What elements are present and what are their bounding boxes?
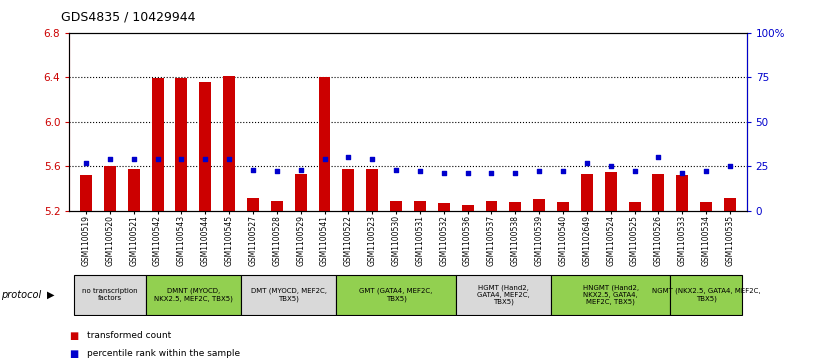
Point [580,160,593,166]
Bar [152,78,163,211]
Point [342,154,355,160]
Bar [80,175,92,211]
Bar [318,77,330,211]
Point [699,168,712,174]
Point [175,156,188,162]
Bar [455,275,551,315]
Point [151,156,164,162]
Bar [414,200,426,211]
Text: no transcription
factors: no transcription factors [82,289,138,301]
Bar [462,205,473,211]
Point [223,156,236,162]
Bar [271,200,283,211]
Point [414,168,427,174]
Text: transformed count: transformed count [87,331,171,340]
Point [676,170,689,176]
Point [104,156,117,162]
Point [557,168,570,174]
Text: ■: ■ [69,349,78,359]
Point [79,160,92,166]
Bar [605,172,617,211]
Bar [199,82,211,211]
Bar [438,203,450,211]
Point [533,168,546,174]
Point [270,168,283,174]
Point [509,170,522,176]
Point [366,156,379,162]
Bar [295,174,307,211]
Point [318,156,331,162]
Bar [551,275,670,315]
Point [127,156,140,162]
Point [628,168,641,174]
Bar [175,78,188,211]
Text: GMT (GATA4, MEF2C,
TBX5): GMT (GATA4, MEF2C, TBX5) [359,288,432,302]
Text: protocol: protocol [1,290,41,300]
Bar [128,170,140,211]
Text: ■: ■ [69,331,78,341]
Point [485,170,498,176]
Text: ▶: ▶ [47,290,55,300]
Bar [724,198,736,211]
Bar [336,275,455,315]
Bar [676,175,688,211]
Bar [557,202,569,211]
Bar [581,174,592,211]
Text: DMNT (MYOCD,
NKX2.5, MEF2C, TBX5): DMNT (MYOCD, NKX2.5, MEF2C, TBX5) [154,288,233,302]
Point [604,163,617,169]
Text: DMT (MYOCD, MEF2C,
TBX5): DMT (MYOCD, MEF2C, TBX5) [251,288,326,302]
Point [652,154,665,160]
Point [461,170,474,176]
Point [294,167,307,172]
Bar [241,275,336,315]
Text: HGMT (Hand2,
GATA4, MEF2C,
TBX5): HGMT (Hand2, GATA4, MEF2C, TBX5) [477,285,530,305]
Bar [628,202,641,211]
Bar [74,275,146,315]
Bar [533,199,545,211]
Point [437,170,450,176]
Text: NGMT (NKX2.5, GATA4, MEF2C,
TBX5): NGMT (NKX2.5, GATA4, MEF2C, TBX5) [652,288,761,302]
Bar [366,170,378,211]
Bar [146,275,241,315]
Bar [104,166,116,211]
Bar [486,200,498,211]
Bar [653,174,664,211]
Bar [247,198,259,211]
Text: percentile rank within the sample: percentile rank within the sample [87,350,241,358]
Bar [700,202,712,211]
Point [199,156,212,162]
Bar [390,200,402,211]
Point [246,167,259,172]
Point [724,163,737,169]
Bar [509,202,521,211]
Bar [343,170,354,211]
Point [389,167,402,172]
Bar [224,76,235,211]
Text: GDS4835 / 10429944: GDS4835 / 10429944 [61,11,196,24]
Bar [670,275,742,315]
Text: HNGMT (Hand2,
NKX2.5, GATA4,
MEF2C, TBX5): HNGMT (Hand2, NKX2.5, GATA4, MEF2C, TBX5… [583,285,639,305]
